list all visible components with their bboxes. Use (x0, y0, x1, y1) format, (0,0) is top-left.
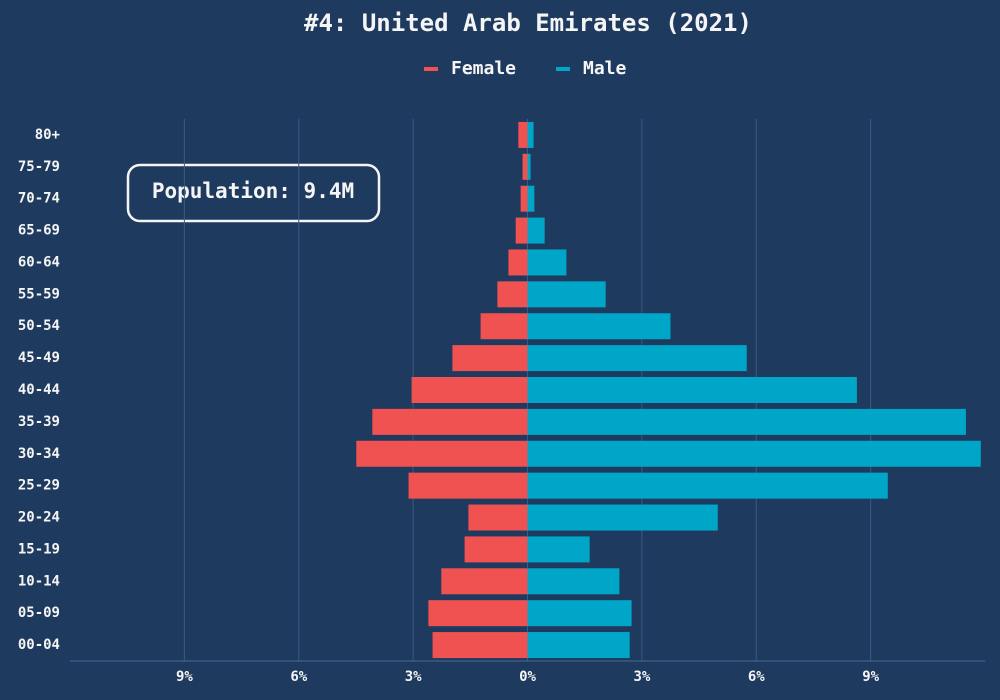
y-tick-label: 50-54 (18, 318, 60, 334)
bar (411, 377, 528, 403)
bar (527, 153, 531, 180)
bar (497, 281, 528, 308)
y-tick-label: 00-04 (18, 637, 60, 653)
bar (527, 377, 857, 403)
bar (518, 121, 528, 148)
bar (527, 504, 718, 531)
bar (520, 185, 528, 212)
y-tick-label: 55-59 (18, 286, 60, 302)
bar (428, 600, 528, 627)
y-tick-label: 15-19 (18, 541, 60, 557)
annotation: Population: 9.4M (152, 179, 354, 203)
bar (372, 408, 528, 435)
bar (527, 536, 590, 563)
bar (527, 600, 632, 627)
legend-label: Male (583, 58, 627, 79)
y-tick-label: 60-64 (18, 254, 60, 270)
x-tick-label: 3% (633, 669, 650, 685)
y-tick-label: 30-34 (18, 446, 60, 462)
bar (522, 153, 528, 180)
bar (527, 217, 545, 244)
bar (452, 345, 528, 372)
bar (527, 408, 966, 435)
x-tick-label: 9% (862, 669, 879, 685)
bar (527, 345, 747, 372)
x-tick-label: 6% (748, 669, 765, 685)
y-tick-label: 75-79 (18, 159, 60, 175)
y-tick-label: 65-69 (18, 223, 60, 239)
bar (468, 504, 528, 531)
y-tick-label: 70-74 (18, 191, 60, 207)
bar (527, 249, 567, 276)
bar (527, 313, 671, 340)
bar (408, 472, 528, 499)
x-tick-label: 9% (176, 669, 193, 685)
bar (527, 440, 981, 467)
bar (527, 281, 606, 308)
x-tick-label: 0% (519, 669, 536, 685)
bar (527, 121, 534, 148)
bar (464, 536, 528, 563)
y-tick-label: 20-24 (18, 510, 60, 526)
y-tick-label: 80+ (35, 127, 60, 143)
y-tick-label: 10-14 (18, 573, 60, 589)
chart-title: #4: United Arab Emirates (2021) (304, 9, 752, 37)
bar (508, 249, 528, 276)
bar (432, 632, 528, 659)
annotation-box (126, 163, 381, 223)
bar (527, 568, 620, 595)
y-tick-label: 35-39 (18, 414, 60, 430)
y-tick-label: 40-44 (18, 382, 60, 398)
bar (527, 632, 630, 659)
bar (356, 440, 528, 467)
bar (480, 313, 528, 340)
bar (515, 217, 528, 244)
y-tick-label: 25-29 (18, 478, 60, 494)
x-tick-label: 6% (290, 669, 307, 685)
legend-label: Female (451, 58, 516, 79)
y-tick-label: 45-49 (18, 350, 60, 366)
x-tick-label: 3% (405, 669, 422, 685)
bar (441, 568, 528, 595)
bar (527, 472, 888, 499)
y-tick-label: 05-09 (18, 605, 60, 621)
bar (527, 185, 535, 212)
